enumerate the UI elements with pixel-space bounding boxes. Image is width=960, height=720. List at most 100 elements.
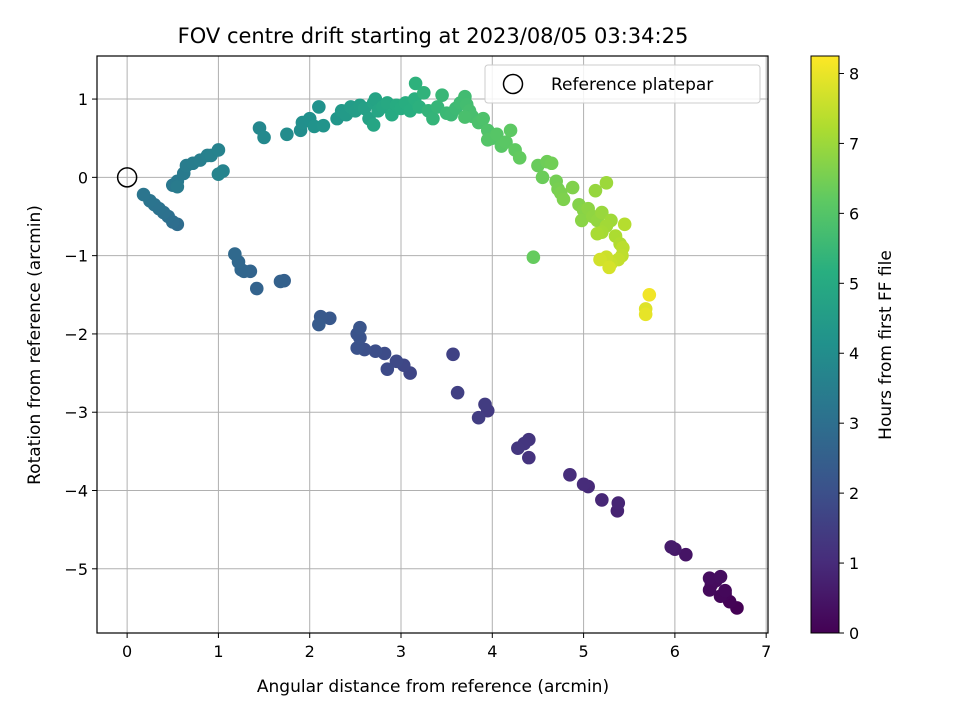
colorbar-tick-label: 6 (849, 204, 859, 223)
colorbar-tick-label: 4 (849, 344, 859, 363)
colorbar-label: Hours from first FF file (876, 250, 896, 440)
data-point (471, 410, 486, 425)
data-point (679, 547, 693, 562)
data-point (353, 320, 367, 335)
data-point (595, 493, 609, 507)
data-point (611, 496, 626, 510)
x-tick-label: 6 (670, 642, 680, 661)
colorbar-tick-label: 2 (849, 484, 859, 503)
data-point (417, 85, 431, 100)
data-point (511, 441, 525, 456)
data-point (642, 287, 657, 302)
colorbar-tick-label: 8 (849, 64, 859, 83)
x-tick-label: 3 (396, 642, 406, 661)
x-tick-label: 0 (122, 642, 132, 661)
y-tick-label: −1 (64, 247, 88, 266)
legend-label-reference-platepar: Reference platepar (551, 75, 713, 95)
y-tick-label: −2 (64, 325, 88, 344)
x-tick-label: 2 (305, 642, 315, 661)
axes-border (96, 55, 769, 634)
y-tick-label: −4 (64, 482, 88, 501)
data-point (312, 100, 326, 114)
legend-box (484, 64, 761, 104)
legend-marker-open-circle (502, 73, 524, 95)
scatter-points (136, 76, 744, 615)
data-point (478, 397, 492, 412)
y-axis-ticks: 1 0 −1 −2 −3 −4 −5 (64, 90, 97, 579)
data-point (389, 354, 404, 369)
data-point (713, 569, 728, 584)
x-axis-label: Angular distance from reference (arcmin) (257, 677, 609, 697)
data-point (366, 118, 381, 132)
data-point (702, 571, 717, 585)
data-point (280, 127, 294, 142)
data-point (535, 170, 550, 185)
legend: Reference platepar (484, 64, 761, 104)
y-tick-label: 0 (78, 168, 88, 187)
plot-frame (96, 55, 769, 634)
data-point (503, 123, 518, 138)
data-point (350, 341, 364, 355)
data-point (556, 192, 571, 207)
data-point (544, 156, 559, 171)
data-point (595, 205, 609, 220)
data-point (426, 111, 440, 126)
data-point (526, 250, 541, 265)
chart-title: FOV centre drift starting at 2023/08/05 … (178, 24, 689, 48)
data-point (576, 477, 591, 492)
data-point (593, 252, 607, 267)
data-point (574, 213, 589, 228)
data-point (257, 130, 271, 145)
data-point (664, 540, 679, 554)
colorbar: 0 1 2 3 4 5 6 7 8 Hours from first FF file (810, 55, 896, 643)
data-point (588, 183, 603, 198)
data-point (368, 344, 383, 358)
data-point (273, 274, 288, 289)
x-tick-label: 1 (213, 642, 223, 661)
y-tick-label: −3 (64, 403, 88, 422)
data-point (435, 88, 449, 102)
colorbar-ticks: 0 1 2 3 4 5 6 7 8 (839, 64, 859, 643)
colorbar-tick-label: 7 (849, 134, 859, 153)
gridlines (97, 56, 768, 633)
y-tick-label: −5 (64, 560, 88, 579)
colorbar-tick-label: 1 (849, 554, 859, 573)
data-point (211, 167, 226, 182)
data-point (170, 179, 185, 194)
colorbar-tick-label: 0 (849, 624, 859, 643)
y-tick-label: 1 (78, 90, 88, 109)
data-point (476, 111, 490, 126)
data-point (563, 468, 577, 482)
data-point (211, 143, 226, 157)
data-point (249, 281, 264, 296)
data-point (228, 247, 242, 261)
y-axis-label: Rotation from reference (arcmin) (25, 205, 45, 485)
data-point (718, 583, 732, 598)
x-tick-label: 5 (578, 642, 588, 661)
reference-platepar-marker (116, 167, 138, 188)
data-point (565, 180, 580, 195)
data-point (446, 347, 460, 362)
reference-point (116, 167, 138, 188)
data-point (490, 127, 504, 142)
data-point (380, 362, 395, 376)
data-point (602, 260, 616, 275)
data-point (458, 110, 472, 124)
x-axis-ticks: 0 1 2 3 4 5 6 7 (122, 633, 771, 661)
colorbar-tick-label: 3 (849, 414, 859, 433)
data-point (312, 317, 326, 332)
data-point (316, 118, 331, 133)
data-point (450, 385, 465, 400)
data-point (408, 76, 423, 91)
data-point (512, 150, 527, 165)
colorbar-gradient (810, 55, 840, 634)
x-tick-label: 7 (761, 642, 771, 661)
data-point (499, 135, 513, 149)
data-point (522, 450, 536, 465)
data-point (617, 217, 632, 232)
x-tick-label: 4 (487, 642, 497, 661)
data-point (590, 226, 605, 241)
data-point (136, 187, 151, 202)
data-point (599, 176, 614, 190)
